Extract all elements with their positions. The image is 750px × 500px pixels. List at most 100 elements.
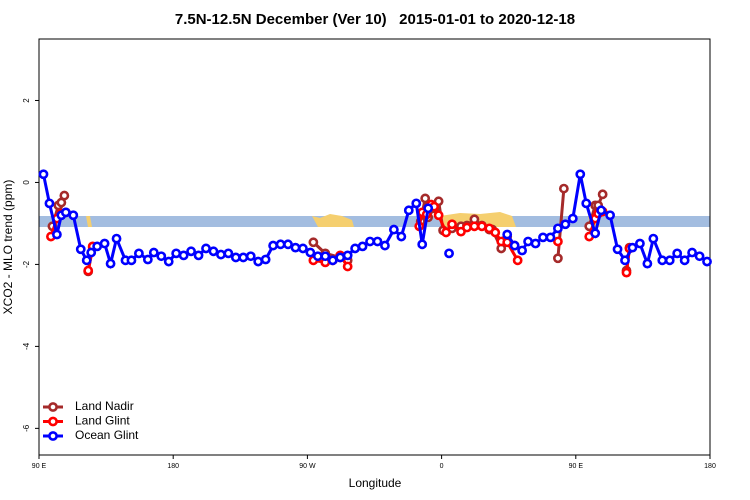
- legend-label: Ocean Glint: [75, 428, 139, 442]
- data-point: [92, 241, 103, 252]
- data-point: [342, 261, 353, 272]
- data-point: [567, 213, 578, 224]
- data-point: [441, 227, 451, 238]
- data-point: [388, 224, 399, 235]
- data-point: [105, 258, 116, 269]
- data-point: [216, 249, 226, 260]
- data-point: [423, 203, 434, 214]
- data-point: [596, 205, 607, 216]
- data-point: [290, 242, 301, 253]
- data-point: [597, 189, 608, 200]
- data-point: [111, 233, 122, 244]
- data-point: [186, 246, 196, 257]
- data-point: [558, 183, 569, 194]
- data-point: [156, 251, 167, 262]
- land: [86, 216, 92, 227]
- legend-label: Land Nadir: [75, 399, 134, 413]
- data-point: [517, 245, 528, 256]
- data-point: [509, 240, 520, 251]
- data-point: [148, 247, 159, 258]
- plot-frame: [38, 38, 711, 456]
- data-point: [642, 258, 653, 269]
- y-axis-label: XCO2 - MLO trend (ppm): [1, 180, 15, 315]
- land: [312, 214, 354, 227]
- data-point: [308, 237, 319, 248]
- data-point: [530, 238, 541, 249]
- y-tick-label: -2: [22, 260, 31, 268]
- y-tick-label: -6: [22, 424, 31, 432]
- data-point: [523, 236, 533, 247]
- data-point: [575, 169, 586, 180]
- data-point: [223, 248, 234, 259]
- data-point: [672, 248, 683, 259]
- x-axis-label: Longitude: [349, 476, 402, 490]
- data-point: [208, 246, 219, 257]
- data-point: [298, 243, 308, 254]
- data-point: [679, 255, 690, 266]
- data-point: [335, 252, 346, 263]
- data-point: [44, 198, 55, 209]
- data-point: [260, 254, 271, 265]
- x-tick-label: 90 W: [299, 463, 316, 470]
- x-tick-label: 180: [704, 463, 716, 470]
- legend-marker: [48, 402, 58, 412]
- x-tick-label: 180: [167, 463, 179, 470]
- data-point: [545, 232, 556, 243]
- data-point: [627, 242, 638, 253]
- data-point: [581, 198, 592, 209]
- data-point: [268, 240, 279, 251]
- data-point: [305, 247, 316, 258]
- x-tick-label: 0: [440, 463, 444, 470]
- data-point: [396, 231, 407, 242]
- data-point: [687, 247, 698, 258]
- data-point: [171, 248, 182, 259]
- data-point: [694, 251, 705, 262]
- data-point: [553, 236, 563, 247]
- data-point: [178, 250, 189, 261]
- data-point: [86, 247, 97, 258]
- y-tick-label: -4: [22, 342, 31, 350]
- data-point: [357, 241, 368, 252]
- legend-marker: [48, 431, 58, 441]
- data-point: [193, 250, 204, 261]
- data-point: [245, 251, 256, 262]
- data-point: [372, 236, 383, 247]
- data-point: [553, 253, 563, 264]
- data-point: [38, 169, 49, 180]
- data-point: [68, 210, 79, 221]
- legend-label: Land Glint: [75, 414, 130, 428]
- data-point: [126, 255, 137, 266]
- data-point: [275, 239, 286, 250]
- data-point: [60, 207, 71, 218]
- data-point: [612, 244, 623, 255]
- data-point: [99, 238, 110, 249]
- data-point: [51, 229, 62, 240]
- data-point: [605, 210, 615, 221]
- data-point: [476, 221, 487, 232]
- data-point: [365, 236, 375, 247]
- data-point: [83, 265, 94, 276]
- data-point: [444, 248, 454, 259]
- data-point: [320, 251, 331, 262]
- data-point: [411, 198, 422, 209]
- data-point: [163, 256, 174, 267]
- data-point: [59, 190, 70, 201]
- data-point: [502, 229, 513, 240]
- data-point: [664, 255, 675, 266]
- data-point: [590, 228, 601, 239]
- data-point: [253, 256, 264, 267]
- x-tick-label: 90 E: [32, 463, 47, 470]
- data-point: [350, 243, 361, 254]
- y-tick-label: 0: [22, 180, 31, 185]
- legend-marker: [48, 416, 58, 427]
- data-point: [462, 222, 472, 233]
- data-point: [433, 210, 444, 221]
- chart-title: 7.5N-12.5N December (Ver 10) 2015-01-01 …: [175, 11, 575, 28]
- data-point: [342, 250, 353, 261]
- y-tick-label: 2: [22, 98, 31, 103]
- data-point: [538, 232, 548, 243]
- data-point: [201, 243, 211, 254]
- data-point: [621, 267, 632, 278]
- data-point: [553, 223, 563, 234]
